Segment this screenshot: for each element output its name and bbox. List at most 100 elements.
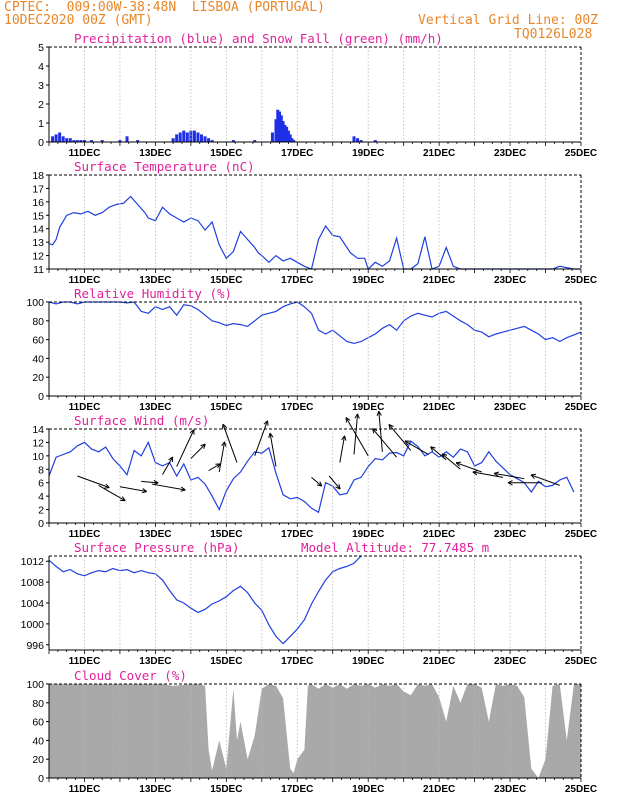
wind-date-label: 19DEC <box>352 529 384 540</box>
wind-date-label: 15DEC <box>210 529 242 540</box>
precip-bar <box>359 140 363 142</box>
precip-bar <box>279 115 283 142</box>
wind-arrow <box>376 410 383 452</box>
wind-arrow <box>441 453 461 470</box>
temperature-ytick-label: 12 <box>32 251 44 263</box>
header-station: CPTEC: 009:00W-38:48N LISBOA (PORTUGAL) <box>4 0 325 15</box>
precip-bar <box>118 140 122 142</box>
temperature-ytick-label: 13 <box>32 237 44 249</box>
wind-arrow <box>345 417 369 457</box>
precip-bar <box>274 119 278 142</box>
precip-bar <box>231 140 235 142</box>
temperature-date-label: 25DEC <box>565 275 597 286</box>
cloud-date-label: 25DEC <box>565 784 597 795</box>
humidity-date-label: 13DEC <box>139 402 171 413</box>
wind-arrow <box>77 475 110 489</box>
wind-ytick-label: 6 <box>38 478 44 490</box>
precip-title: Precipitation (blue) and Snow Fall (gree… <box>74 31 443 46</box>
wind-arrow <box>162 456 174 475</box>
humidity-date-label: 23DEC <box>494 402 526 413</box>
humidity-ytick-label: 20 <box>32 372 44 384</box>
precip-bar <box>292 140 296 142</box>
precip-bar <box>352 136 356 142</box>
wind-arrow <box>218 441 227 473</box>
precip-bar <box>79 140 83 142</box>
wind-date-label: 17DEC <box>281 529 313 540</box>
humidity-title: Relative Humidity (%) <box>74 286 232 301</box>
precip-bar <box>65 138 69 142</box>
wind-date-label: 25DEC <box>565 529 597 540</box>
humidity-date-label: 25DEC <box>565 402 597 413</box>
wind-ytick-label: 0 <box>38 518 44 530</box>
temperature-ytick-label: 11 <box>33 264 44 276</box>
wind-arrow <box>339 435 347 463</box>
cloud-date-label: 11DEC <box>69 784 101 795</box>
precip-bar <box>285 126 289 142</box>
pressure-date-label: 23DEC <box>494 656 526 667</box>
humidity-date-label: 15DEC <box>210 402 242 413</box>
cloud-date-label: 17DEC <box>281 784 313 795</box>
header-datetime: 10DEC2020 00Z (GMT) <box>4 13 153 28</box>
wind-date-label: 21DEC <box>423 529 455 540</box>
precip-date-label: 15DEC <box>210 148 242 159</box>
wind-title: Surface Wind (m/s) <box>74 413 209 428</box>
pressure-date-label: 13DEC <box>139 656 171 667</box>
precip-bar <box>270 132 274 142</box>
pressure-date-label: 11DEC <box>69 656 101 667</box>
precip-bar <box>72 140 76 142</box>
cloud-ytick-label: 80 <box>32 698 44 710</box>
humidity-ytick-label: 100 <box>26 297 44 309</box>
temperature-ytick-label: 14 <box>32 224 44 236</box>
temperature-ytick-label: 16 <box>32 197 44 209</box>
precip-date-label: 17DEC <box>281 148 313 159</box>
pressure-date-label: 25DEC <box>565 656 597 667</box>
humidity-ytick-label: 60 <box>32 335 44 347</box>
wind-arrow <box>311 476 323 487</box>
wind-arrow <box>151 483 186 492</box>
humidity-date-label: 19DEC <box>352 402 384 413</box>
wind-ytick-label: 8 <box>38 464 44 476</box>
temperature-ytick-label: 18 <box>32 170 44 182</box>
precip-bar <box>253 140 257 142</box>
cloud-area <box>49 684 581 778</box>
wind-arrow <box>141 479 159 486</box>
precip-date-label: 11DEC <box>69 148 101 159</box>
precip-bar <box>136 140 140 142</box>
precip-bar <box>175 134 179 142</box>
precip-bar <box>210 140 214 142</box>
cloud-ytick-label: 100 <box>26 679 44 691</box>
precip-bar <box>185 132 189 142</box>
precip-bar <box>373 140 377 142</box>
precip-bar <box>200 134 204 142</box>
temperature-ytick-label: 15 <box>32 210 44 222</box>
humidity-date-label: 21DEC <box>423 402 455 413</box>
humidity-date-label: 11DEC <box>69 402 101 413</box>
wind-arrow <box>328 475 341 490</box>
wind-arrow <box>404 440 429 455</box>
pressure-title: Surface Pressure (hPa) <box>74 540 240 555</box>
precip-ytick-label: 2 <box>38 99 44 111</box>
precip-bar <box>281 121 285 142</box>
precip-ytick-label: 1 <box>38 118 44 130</box>
wind-arrow <box>176 429 195 467</box>
precip-bar <box>125 136 129 142</box>
temperature-date-label: 15DEC <box>210 275 242 286</box>
precip-bar <box>288 134 292 142</box>
wind-arrow <box>254 420 269 457</box>
precip-bar <box>356 138 360 142</box>
precip-bar <box>68 138 72 142</box>
precip-bar <box>90 140 94 142</box>
pressure-line <box>48 555 362 645</box>
precip-bar <box>61 136 65 142</box>
precip-bar <box>58 132 62 142</box>
pressure-ytick-label: 1012 <box>21 556 45 568</box>
precip-bar <box>203 136 207 142</box>
precip-bar <box>207 138 211 142</box>
temperature-title: Surface Temperature (nC) <box>74 159 255 174</box>
precip-bar <box>182 130 186 142</box>
temperature-date-label: 13DEC <box>139 275 171 286</box>
temperature-date-label: 11DEC <box>69 275 101 286</box>
wind-date-label: 23DEC <box>494 529 526 540</box>
temperature-date-label: 17DEC <box>281 275 313 286</box>
